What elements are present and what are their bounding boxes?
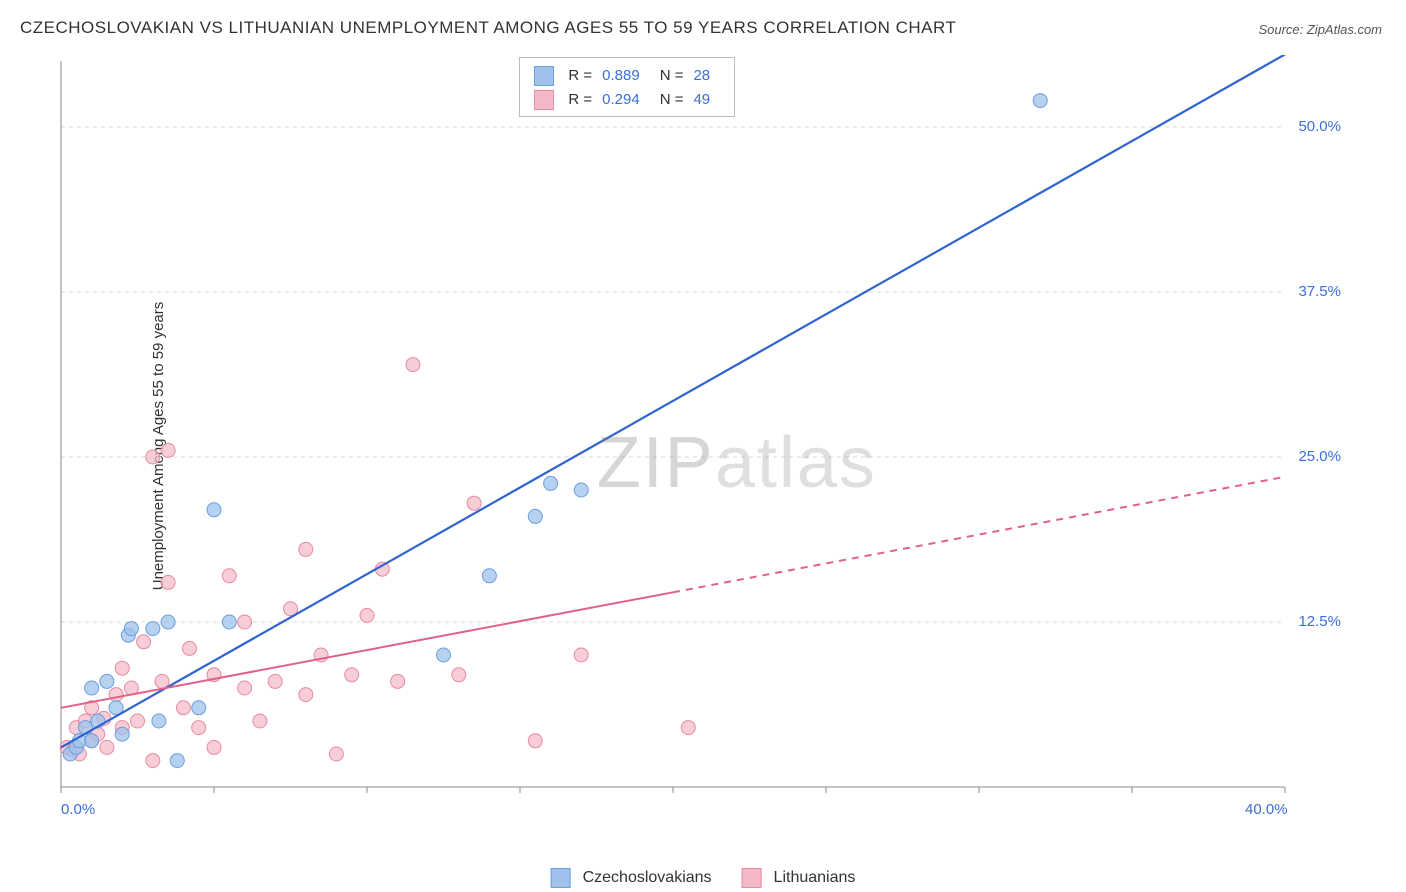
stat-n-value: 49 <box>693 88 710 112</box>
source-label: Source: ZipAtlas.com <box>1258 22 1382 37</box>
stat-n-label: N = <box>660 88 684 112</box>
legend-swatch <box>742 868 762 888</box>
stats-row: R = 0.889 N = 28 <box>534 64 720 88</box>
stat-n-label: N = <box>660 64 684 88</box>
stats-row: R = 0.294 N = 49 <box>534 88 720 112</box>
legend-label: Lithuanians <box>774 869 856 887</box>
legend-item: Lithuanians <box>742 868 856 888</box>
stat-r-label: R = <box>568 88 592 112</box>
legend-swatch <box>551 868 571 888</box>
series-swatch <box>534 66 554 86</box>
stat-r-label: R = <box>568 64 592 88</box>
legend-item: Czechoslovakians <box>551 868 712 888</box>
chart-title: CZECHOSLOVAKIAN VS LITHUANIAN UNEMPLOYME… <box>20 18 956 38</box>
stat-r-value: 0.294 <box>602 88 640 112</box>
correlation-stats-box: R = 0.889 N = 28 R = 0.294 N = 49 <box>519 57 735 117</box>
series-swatch <box>534 90 554 110</box>
stat-n-value: 28 <box>693 64 710 88</box>
plot-area: ZIPatlas R =0.889N =28R =0.294N =49 12.5… <box>55 55 1345 835</box>
scatter-chart <box>55 55 1345 835</box>
y-tick-label: 12.5% <box>1298 613 1341 630</box>
y-tick-label: 50.0% <box>1298 118 1341 135</box>
y-tick-label: 25.0% <box>1298 448 1341 465</box>
legend: Czechoslovakians Lithuanians <box>551 868 856 888</box>
x-tick-label: 40.0% <box>1245 801 1288 818</box>
y-tick-label: 37.5% <box>1298 283 1341 300</box>
x-tick-label: 0.0% <box>61 801 95 818</box>
stat-r-value: 0.889 <box>602 64 640 88</box>
legend-label: Czechoslovakians <box>583 869 712 887</box>
